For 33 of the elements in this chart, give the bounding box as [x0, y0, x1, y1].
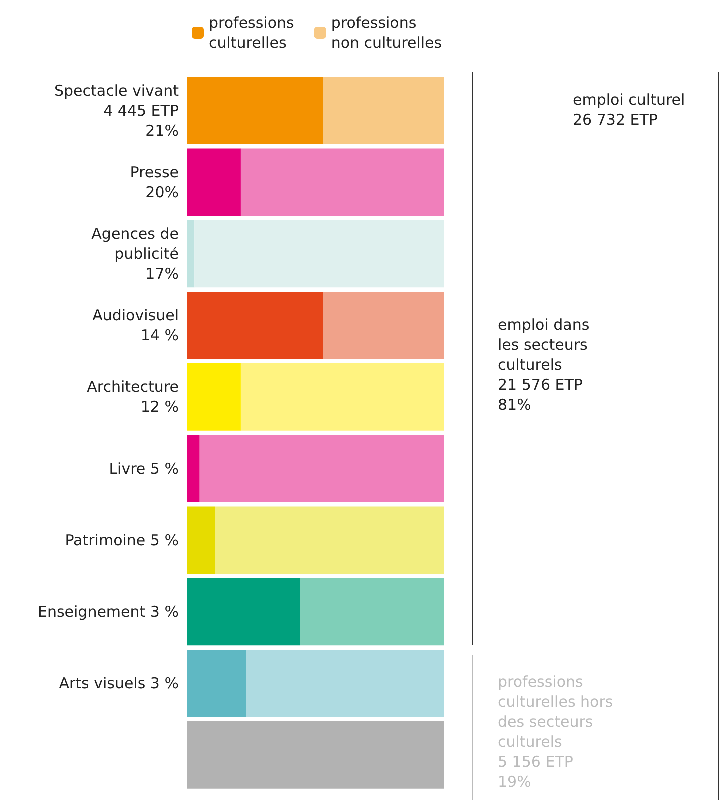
y-tick-label: Livre 5 %	[109, 460, 179, 478]
text: emploi culturel 26 732 ETP	[573, 91, 686, 129]
legend-label: professions non culturelles	[331, 14, 442, 52]
bar	[240, 148, 444, 216]
bar	[187, 77, 324, 144]
y-tick-label: Arts visuels 3 %	[59, 674, 179, 693]
y-tick-label: Agences de publicité 17%	[92, 225, 179, 283]
y-tick-label: Presse 20%	[130, 163, 179, 202]
bar	[194, 220, 444, 288]
bar	[187, 506, 216, 574]
bar	[240, 364, 444, 431]
bar	[323, 77, 444, 144]
bar	[187, 435, 200, 502]
bar	[187, 148, 241, 216]
y-tick-label: Spectacle vivant 4 445 ETP 21%	[54, 82, 180, 140]
bar	[200, 435, 444, 502]
y-tick-label: Enseignement 3 %	[38, 603, 179, 621]
bar	[187, 292, 324, 360]
bar	[187, 578, 300, 646]
bar	[246, 650, 444, 718]
bar	[187, 364, 241, 431]
legend-label: professions culturelles	[209, 14, 295, 52]
bar	[323, 292, 444, 360]
bar	[215, 506, 444, 574]
y-tick-label: Patrimoine 5 %	[65, 531, 179, 550]
y-tick-label: Audiovisuel 14 %	[92, 306, 179, 345]
bar	[300, 578, 444, 646]
bar	[187, 220, 195, 288]
bar	[187, 722, 444, 789]
text: professions culturelles hors des secteurs culturels 5 156 ETP 19%	[498, 673, 614, 791]
text: emploi dans les secteurs culturels 21 576 ETP 81%	[498, 316, 590, 414]
y-tick-label: Architecture 12 %	[87, 378, 179, 416]
bar	[187, 650, 246, 718]
